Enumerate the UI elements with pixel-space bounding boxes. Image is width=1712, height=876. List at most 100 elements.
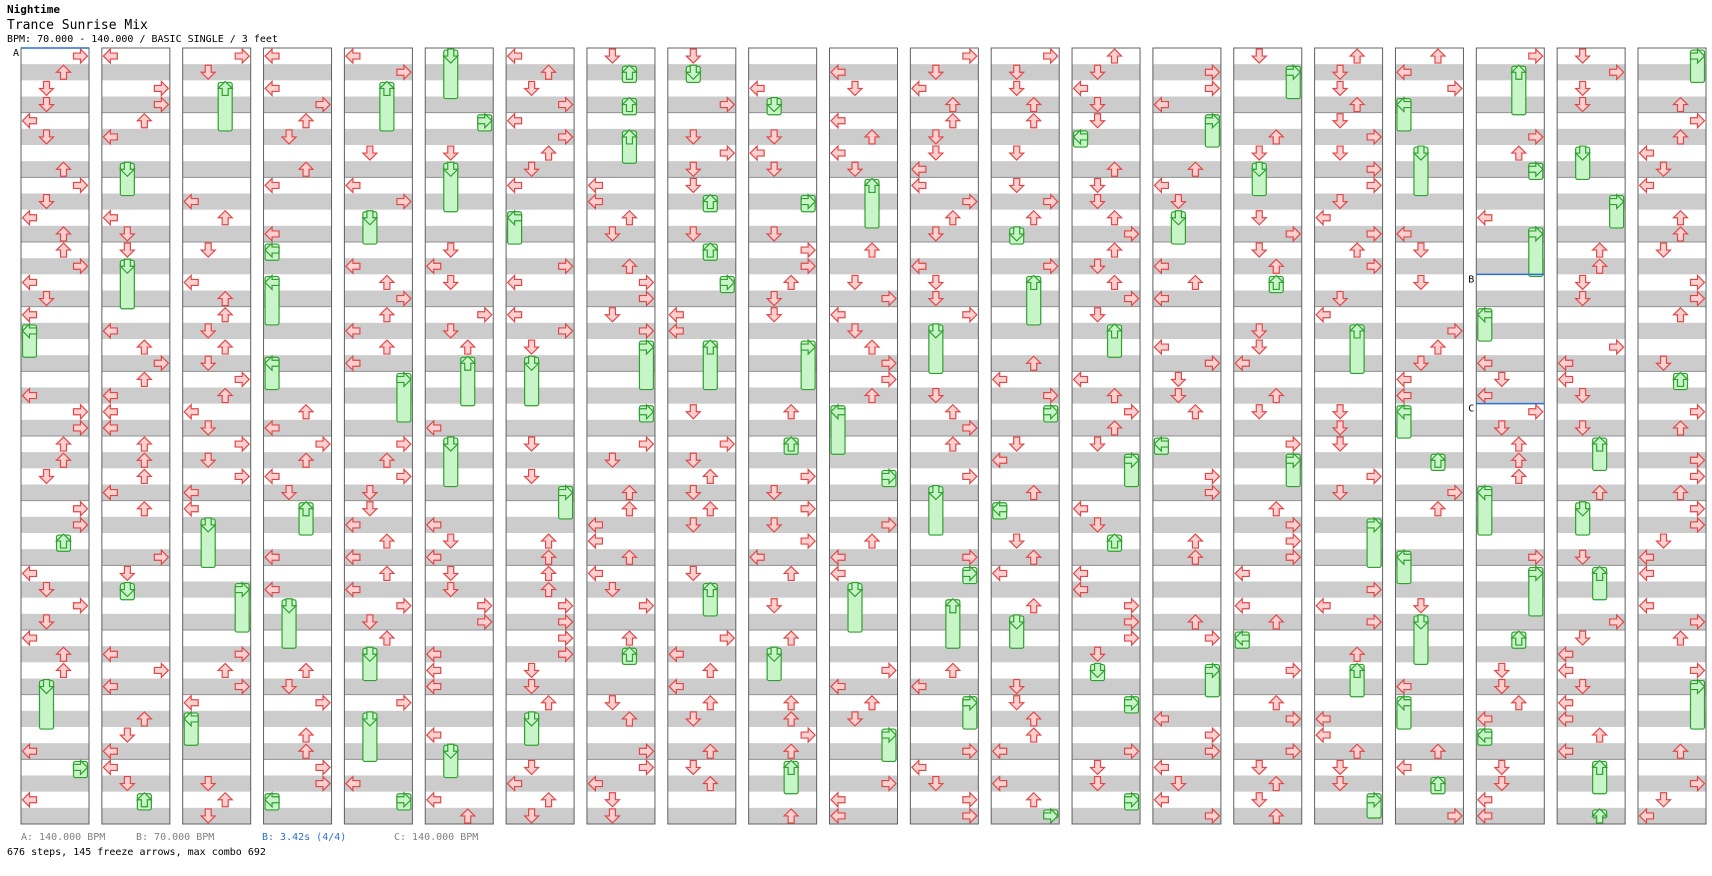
- step-arrow: [72, 47, 89, 65]
- step-arrow: [199, 64, 217, 81]
- beat-band: [1557, 807, 1626, 824]
- freeze-arrow-head: [442, 436, 460, 452]
- beat-band: [1233, 452, 1302, 469]
- beat-band: [1314, 452, 1383, 469]
- step-arrow: [1234, 564, 1250, 582]
- beat-band: [506, 225, 575, 242]
- step-arrow: [345, 322, 361, 340]
- beat-band: [1395, 452, 1464, 469]
- step-arrow: [297, 452, 315, 468]
- step-arrow: [1655, 161, 1672, 178]
- beat-band: [748, 193, 817, 210]
- step-arrow: [1574, 678, 1592, 695]
- beat-band: [748, 581, 817, 598]
- beat-band: [586, 452, 655, 469]
- beat-band: [586, 775, 655, 792]
- step-arrow: [1025, 711, 1043, 727]
- step-arrow: [991, 742, 1008, 760]
- beat-band: [1395, 322, 1464, 339]
- beat-band: [1557, 581, 1626, 598]
- beat-band: [1395, 613, 1464, 630]
- beat-band: [1152, 743, 1221, 760]
- beat-band: [425, 161, 494, 178]
- beat-band: [910, 549, 979, 566]
- step-arrow: [1476, 791, 1493, 809]
- step-arrow: [587, 564, 604, 582]
- beat-band: [101, 96, 170, 113]
- beat-band: [829, 128, 898, 145]
- step-arrow: [1267, 775, 1285, 792]
- step-arrow: [523, 468, 541, 485]
- step-arrow: [991, 451, 1008, 469]
- step-arrow: [523, 678, 541, 695]
- step-arrow: [1510, 145, 1528, 161]
- beat-band: [1152, 581, 1221, 598]
- beat-band: [1557, 355, 1626, 372]
- beat-band: [748, 678, 817, 695]
- beat-band: [182, 161, 251, 178]
- step-arrow: [55, 436, 72, 452]
- beat-band: [506, 516, 575, 533]
- freeze-arrow-head: [863, 177, 881, 194]
- step-arrow: [911, 176, 927, 194]
- beat-band: [1233, 678, 1302, 695]
- beat-band: [1314, 743, 1383, 760]
- step-arrow: [540, 549, 558, 565]
- beat-band: [748, 646, 817, 663]
- beat-band: [1314, 678, 1383, 695]
- step-arrow: [1574, 387, 1592, 404]
- step-arrow: [38, 96, 55, 113]
- beat-band: [182, 613, 251, 630]
- step-arrow: [1331, 80, 1349, 97]
- beat-band: [1638, 710, 1706, 727]
- freeze-arrow-head: [1348, 323, 1366, 339]
- step-arrow: [1689, 775, 1706, 793]
- step-arrow: [216, 306, 234, 323]
- step-arrow: [55, 662, 72, 679]
- beat-band: [991, 516, 1060, 533]
- freeze-arrow-head: [1204, 112, 1221, 130]
- beat-band: [667, 452, 736, 469]
- step-arrow: [1528, 403, 1544, 421]
- step-arrow: [830, 112, 846, 130]
- freeze-arrow-head: [1510, 630, 1528, 646]
- beat-band: [263, 678, 332, 695]
- step-arrow: [1493, 662, 1511, 679]
- step-arrow: [927, 775, 945, 792]
- step-arrow: [911, 79, 927, 97]
- step-arrow: [684, 759, 702, 776]
- beat-band: [1152, 613, 1221, 630]
- beat-band: [991, 96, 1060, 113]
- freeze-arrow-head: [684, 64, 702, 81]
- beat-band: [991, 290, 1060, 307]
- beat-band: [1072, 775, 1141, 792]
- step-arrow: [523, 339, 541, 355]
- step-arrow: [1574, 630, 1592, 646]
- step-arrow: [1429, 743, 1447, 759]
- beat-band: [586, 193, 655, 210]
- freeze-arrow-head: [1366, 791, 1382, 809]
- beat-band: [1557, 96, 1626, 113]
- step-arrow: [863, 339, 881, 355]
- chart-column: [1071, 47, 1141, 825]
- step-arrow: [425, 661, 442, 679]
- step-arrow: [1204, 354, 1221, 372]
- step-arrow: [800, 500, 816, 518]
- beat-band: [263, 161, 332, 178]
- step-arrow: [199, 452, 217, 469]
- step-arrow: [1169, 371, 1187, 388]
- step-chart: A B C: [13, 47, 1707, 825]
- beat-band: [1233, 581, 1302, 598]
- step-arrow: [1250, 792, 1268, 808]
- step-arrow: [1008, 177, 1026, 194]
- beat-band: [506, 678, 575, 695]
- chart-stats: 676 steps, 145 freeze arrows, max combo …: [7, 847, 266, 858]
- step-arrow: [927, 64, 945, 81]
- step-arrow: [540, 565, 558, 582]
- step-arrow: [1574, 290, 1592, 307]
- step-arrow: [1366, 128, 1382, 146]
- step-arrow: [102, 484, 118, 502]
- beat-band: [748, 710, 817, 727]
- step-arrow: [911, 758, 927, 776]
- step-arrow: [1043, 257, 1059, 275]
